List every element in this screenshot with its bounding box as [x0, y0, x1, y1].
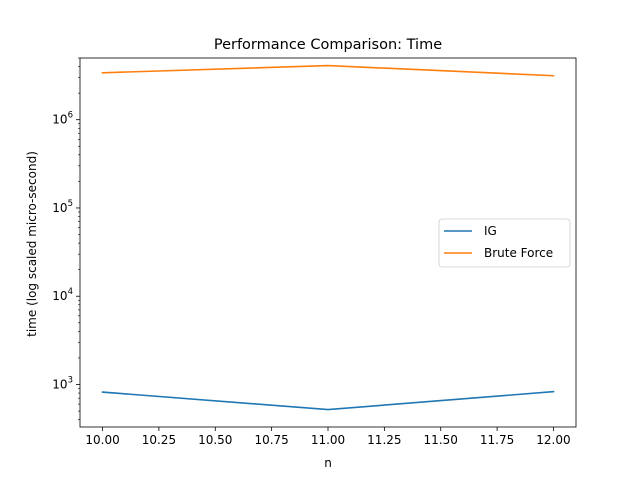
- legend-label-0: IG: [484, 224, 497, 238]
- y-tick-label: 104: [52, 287, 73, 303]
- x-tick-label: 11.50: [424, 433, 458, 447]
- x-tick-label: 10.50: [198, 433, 232, 447]
- x-tick-label: 11.00: [311, 433, 345, 447]
- x-tick-label: 11.25: [367, 433, 401, 447]
- x-tick-label: 10.25: [142, 433, 176, 447]
- series-line-0: [101, 390, 555, 411]
- y-axis-label: time (log scaled micro-second): [25, 151, 39, 337]
- chart-title: Performance Comparison: Time: [214, 37, 442, 53]
- legend: IG Brute Force: [438, 218, 571, 268]
- y-tick-label: 103: [52, 376, 73, 392]
- x-tick-label: 12.00: [536, 433, 570, 447]
- x-tick-label: 10.75: [254, 433, 288, 447]
- plot-area: 10.00 10.25 10.50 10.75 11.00 11.25 11.50 11.75…: [52, 57, 577, 447]
- series-line-1: [101, 64, 555, 77]
- x-axis-label: n: [324, 456, 332, 470]
- legend-label-1: Brute Force: [484, 246, 553, 260]
- y-tick-label: 106: [52, 111, 73, 127]
- x-tick-label: 10.00: [85, 433, 119, 447]
- y-tick-label: 105: [52, 199, 73, 215]
- x-tick-label: 11.75: [480, 433, 514, 447]
